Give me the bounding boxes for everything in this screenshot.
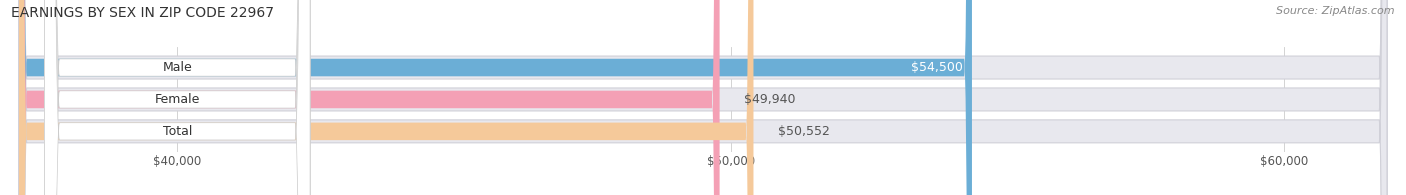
Text: Male: Male: [163, 61, 193, 74]
FancyBboxPatch shape: [20, 0, 754, 195]
Text: EARNINGS BY SEX IN ZIP CODE 22967: EARNINGS BY SEX IN ZIP CODE 22967: [11, 6, 274, 20]
Text: Total: Total: [163, 125, 193, 138]
FancyBboxPatch shape: [45, 0, 311, 195]
FancyBboxPatch shape: [20, 0, 720, 195]
FancyBboxPatch shape: [20, 0, 1386, 195]
FancyBboxPatch shape: [45, 0, 311, 195]
Text: $50,552: $50,552: [778, 125, 830, 138]
FancyBboxPatch shape: [20, 0, 1386, 195]
FancyBboxPatch shape: [20, 0, 972, 195]
Text: $49,940: $49,940: [744, 93, 796, 106]
Text: $54,500: $54,500: [911, 61, 963, 74]
Text: Source: ZipAtlas.com: Source: ZipAtlas.com: [1277, 6, 1395, 16]
Text: Female: Female: [155, 93, 200, 106]
FancyBboxPatch shape: [45, 0, 311, 195]
FancyBboxPatch shape: [20, 0, 1386, 195]
